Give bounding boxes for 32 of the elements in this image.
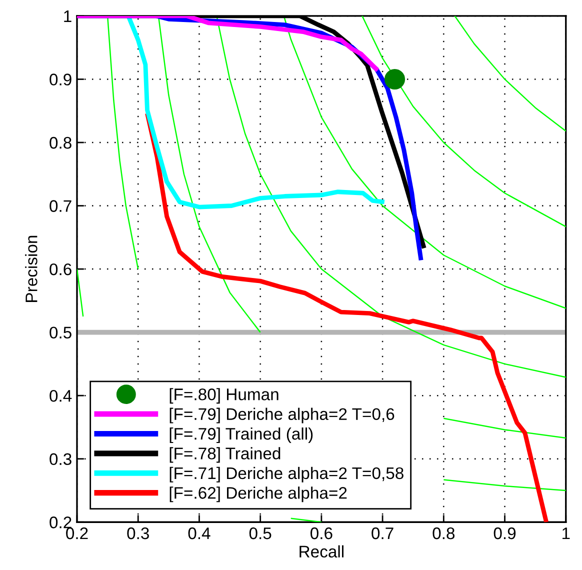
line-series bbox=[216, 16, 566, 378]
legend-label: [F=.62] Deriche alpha=2 bbox=[170, 486, 347, 502]
y-tick-label: 0.3 bbox=[50, 453, 72, 466]
y-tick-label: 0.2 bbox=[50, 516, 72, 528]
legend-label: [F=.80] Human bbox=[170, 388, 278, 404]
line-series bbox=[145, 111, 549, 522]
y-tick-label: 0.5 bbox=[50, 326, 72, 339]
x-tick-label: 0.8 bbox=[432, 527, 455, 540]
x-tick-label: 0.2 bbox=[66, 527, 88, 540]
x-tick-label: 0.3 bbox=[127, 527, 149, 540]
legend-label: [F=.79] Trained (all) bbox=[170, 427, 313, 444]
y-tick-label: 0.7 bbox=[50, 200, 72, 212]
y-tick-label: 0.8 bbox=[50, 136, 72, 149]
y-tick-label: 0.6 bbox=[50, 263, 72, 276]
y-tick-label: 0.4 bbox=[50, 390, 72, 402]
line-series bbox=[283, 16, 566, 309]
x-tick-label: 0.7 bbox=[372, 527, 394, 540]
line-series bbox=[454, 16, 566, 132]
x-tick-label: 0.9 bbox=[494, 527, 516, 540]
legend-label: [F=.71] Deriche alpha=2 T=0,58 bbox=[170, 466, 404, 482]
y-tick-label: 1 bbox=[64, 10, 72, 22]
x-tick-label: 0.4 bbox=[188, 527, 210, 540]
y-axis-title: Precision bbox=[25, 236, 38, 302]
legend-label: [F=.78] Trained bbox=[170, 447, 280, 463]
line-series bbox=[77, 16, 380, 73]
line-series bbox=[362, 16, 566, 228]
y-tick-label: 0.9 bbox=[50, 74, 72, 86]
legend-label: [F=.79] Deriche alpha=2 T=0,6 bbox=[170, 408, 394, 424]
x-tick-label: 1 bbox=[562, 528, 570, 540]
x-tick-label: 0.6 bbox=[310, 527, 332, 540]
x-axis-title: Recall bbox=[300, 545, 344, 558]
x-tick-label: 0.5 bbox=[249, 527, 272, 540]
